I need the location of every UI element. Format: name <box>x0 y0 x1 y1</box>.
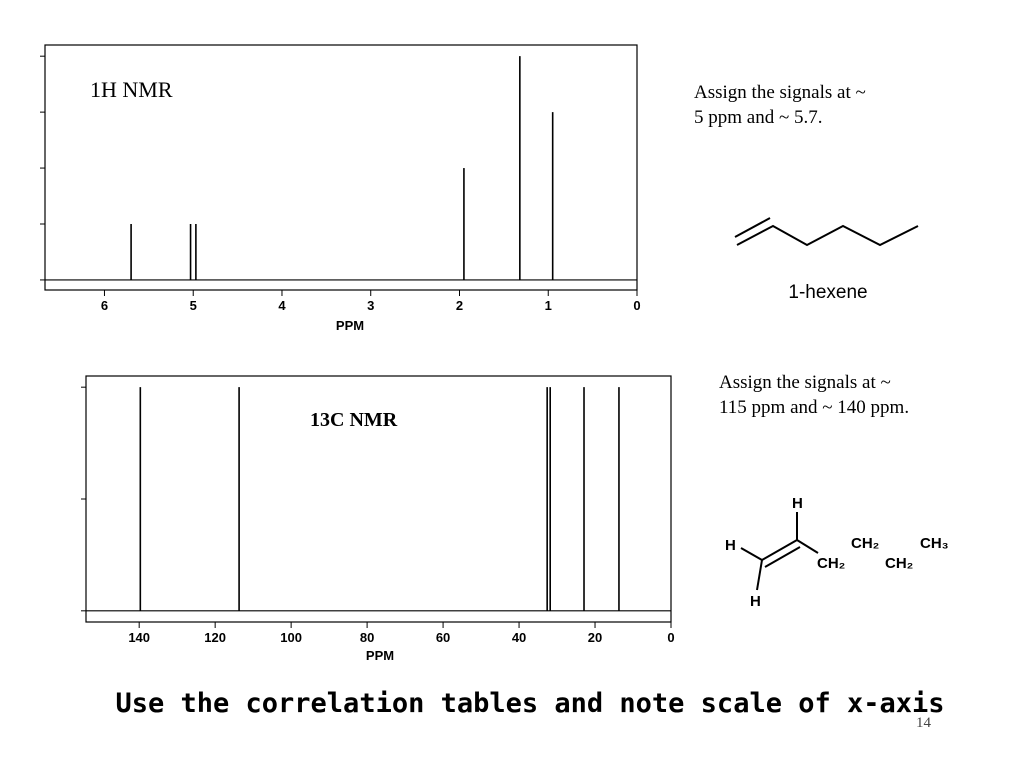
note-line: 5 ppm and ~ 5.7. <box>694 107 823 128</box>
page-number: 14 <box>916 715 932 731</box>
caption: Use the correlation tables and note scal… <box>115 688 944 719</box>
x-tick-label: 60 <box>436 630 450 645</box>
x-tick-label: 120 <box>204 630 226 645</box>
chart-title: 1H NMR <box>90 77 173 102</box>
note-line: Assign the signals at ~ <box>694 82 866 103</box>
bond <box>796 539 819 554</box>
atom: H <box>750 593 761 610</box>
x-tick-label: 3 <box>367 298 374 313</box>
chart-title: 13C NMR <box>310 409 398 431</box>
atom: H <box>792 495 803 512</box>
structural-formula <box>740 512 819 591</box>
atom: CH₂ <box>817 555 845 572</box>
x-tick-label: 6 <box>101 298 108 313</box>
bond <box>756 559 763 591</box>
x-axis-label: PPM <box>336 318 364 333</box>
double-bond <box>734 217 771 238</box>
x-tick-label: 100 <box>280 630 302 645</box>
x-tick-label: 140 <box>128 630 150 645</box>
plot-frame <box>44 44 638 291</box>
x-tick-label: 0 <box>667 630 674 645</box>
notes: Assign the signals at ~ 5 ppm and ~ 5.7.… <box>694 82 909 418</box>
bond <box>764 546 801 568</box>
x-tick-label: 2 <box>456 298 463 313</box>
atom: CH₂ <box>885 555 913 572</box>
note-line: 115 ppm and ~ 140 ppm. <box>719 397 909 418</box>
molecule-name: 1-hexene <box>788 282 867 303</box>
bond <box>740 547 763 561</box>
bond <box>761 539 798 561</box>
atom: CH₂ <box>851 535 879 552</box>
x-tick-label: 20 <box>588 630 602 645</box>
note-line: Assign the signals at ~ <box>719 372 891 393</box>
x-tick-label: 1 <box>545 298 552 313</box>
skeletal-structure <box>734 217 919 247</box>
x-axis-label: PPM <box>366 648 394 663</box>
atom: CH₃ <box>920 535 949 552</box>
atom-labels: H H H CH₂ CH₂ CH₂ CH₃ <box>725 495 949 610</box>
atom: H <box>725 537 736 554</box>
x-tick-label: 0 <box>633 298 640 313</box>
x-tick-label: 4 <box>278 298 286 313</box>
x-tick-label: 5 <box>190 298 197 313</box>
x-tick-label: 80 <box>360 630 374 645</box>
bond-chain <box>736 224 919 247</box>
x-tick-label: 40 <box>512 630 526 645</box>
